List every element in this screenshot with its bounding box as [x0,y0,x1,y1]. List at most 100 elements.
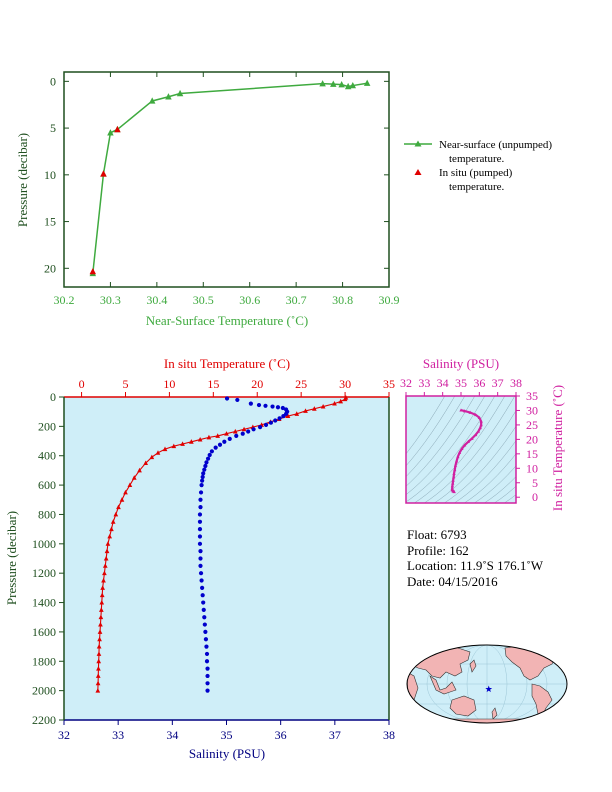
salinity-profile-point [204,659,210,664]
temperature-profile-point [105,541,111,546]
temperature-profile-point [100,585,105,590]
ts-salinity-tick-label: 33 [418,376,430,390]
ts-curve-point [463,443,467,447]
salinity-profile-point [280,405,285,411]
ts-salinity-tick-label: 38 [510,376,522,390]
salinity-profile-point [263,422,269,427]
ts-temperature-tick-label: 10 [526,461,538,475]
top-y-tick-label: 20 [44,261,56,275]
ts-density-contour [406,396,476,487]
salinity-profile-point [205,688,210,693]
salinity-profile-point [268,420,274,425]
salinity-tick-label: 38 [383,728,395,742]
ts-salinity-tick-label: 34 [437,376,449,390]
top-y-tick-label: 0 [50,74,56,88]
ts-density-contour [406,396,496,503]
temperature-profile-point [232,428,238,434]
temperature-profile-point [127,482,133,488]
temperature-profile-point [96,666,101,671]
salinity-profile-point [235,397,240,403]
ts-curve-point [450,484,455,488]
ts-density-contour [413,396,506,503]
salinity-profile-point [213,445,218,450]
unpumped-temperature-point [338,81,345,88]
salinity-profile-point [199,482,204,488]
pumped-temperature-point [114,125,121,133]
temperature-profile-point [131,475,137,480]
ts-curve-point [451,478,455,482]
temperature-profile-point [215,433,221,438]
salinity-profile-point [202,615,207,620]
salinity-profile-point [234,433,239,439]
top-x-tick-label: 30.9 [379,293,400,307]
salinity-profile-point [275,405,281,410]
ts-density-contour [526,376,612,508]
pumped-temperature-point [100,170,107,177]
float-location-star [485,685,493,693]
location-map [406,644,568,724]
temperature-tick-label: 0 [79,377,85,391]
top-chart-x-axis-label: Near-Surface Temperature (˚C) [146,313,308,328]
salinity-profile-point [256,402,262,408]
salinity-profile-point [240,431,245,436]
temperature-profile-point [338,398,344,404]
salinity-profile-point [204,651,210,657]
temperature-profile-point [123,489,128,495]
ts-salinity-tick-label: 35 [455,376,467,390]
top-y-tick-label: 10 [44,168,56,182]
legend-red-triangle [414,169,422,175]
ts-curve-point [457,450,462,455]
salinity-profile-point [203,637,209,642]
temperature-profile-point [303,408,308,413]
salinity-profile-point [197,519,203,524]
temperature-profile-point [143,460,149,466]
salinity-profile-point [198,563,203,568]
pressure-tick-label: 2200 [32,713,56,727]
salinity-profile-point [205,666,210,671]
temperature-tick-label: 5 [122,377,128,391]
temperature-profile-point [241,426,247,432]
pressure-tick-label: 600 [38,478,56,492]
ts-curve-point [466,439,470,444]
salinity-profile-point [198,490,204,495]
ts-density-contour [473,465,516,503]
ts-salinity-tick-label: 36 [473,376,485,390]
salinity-profile-point [207,452,212,458]
salinity-profile-point [201,600,206,605]
ts-density-contour [453,440,516,503]
salinity-profile-point [273,418,278,423]
salinity-profile-point [201,607,206,612]
salinity-profile-point [201,471,206,476]
unpumped-temperature-point [344,82,352,90]
top-x-tick-label: 30.5 [193,293,214,307]
ts-curve-point [479,419,483,423]
temperature-tick-label: 20 [251,377,263,391]
top-y-tick-label: 5 [50,121,56,135]
top-chart-x-ticks: 30.2 30.3 30.4 30.5 30.6 30.7 30.8 30.9 [54,72,400,307]
temperature-profile-point [110,519,116,524]
top-x-tick-label: 30.7 [286,293,307,307]
salinity-profile-point [204,644,209,649]
top-y-tick-label: 15 [44,215,56,229]
ts-temperature-tick-label: 35 [526,389,538,403]
ts-curve-point [452,471,456,475]
top-x-tick-label: 30.8 [332,293,353,307]
temperature-profile-point [107,533,113,539]
temperature-profile-point [119,497,125,502]
temperature-profile-point [97,636,102,642]
pressure-tick-label: 1000 [32,537,56,551]
ts-density-contour [443,425,516,503]
temperature-profile-point [98,614,104,620]
top-chart-series [89,79,371,277]
legend-green-triangle [414,140,422,147]
salinity-profile-point [198,505,203,510]
salinity-profile-point [197,534,203,539]
ts-density-contour [433,410,516,503]
ts-curve-point [474,432,478,437]
temperature-profile-point [102,570,107,576]
float-info-panel: Float: 6793 Profile: 162 Location: 11.9˚… [407,527,543,589]
ts-density-contour [493,485,516,503]
salinity-profile-point [257,424,263,430]
top-x-tick-label: 30.2 [54,293,75,307]
